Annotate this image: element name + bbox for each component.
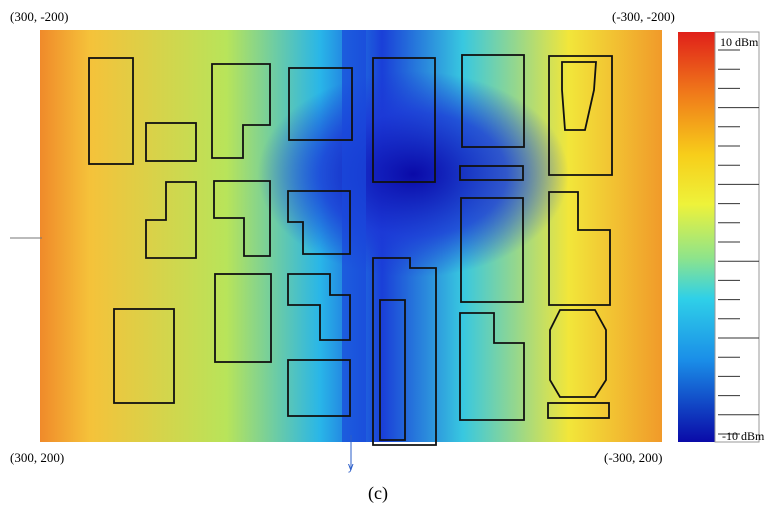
building xyxy=(287,359,351,417)
building xyxy=(287,190,351,255)
building xyxy=(461,54,525,148)
colorbar xyxy=(678,31,760,443)
building xyxy=(459,165,524,181)
heat-map xyxy=(40,30,662,442)
colorbar-frame xyxy=(714,31,760,443)
building xyxy=(460,197,524,303)
building xyxy=(379,299,406,441)
building xyxy=(548,191,611,306)
corner-label: (300, -200) xyxy=(10,9,69,24)
corner-label: (300, 200) xyxy=(10,450,64,465)
building xyxy=(113,308,175,404)
building xyxy=(145,122,197,162)
building xyxy=(88,57,134,165)
axis-label: y xyxy=(348,461,354,473)
building xyxy=(459,312,525,421)
building xyxy=(288,67,353,141)
building xyxy=(211,63,271,159)
corner-label: (-300, 200) xyxy=(604,450,663,465)
building xyxy=(372,57,436,183)
building xyxy=(547,402,610,419)
colorbar-scale xyxy=(678,32,715,442)
building xyxy=(561,61,597,131)
building xyxy=(372,257,437,446)
caption: (c) xyxy=(368,483,388,504)
corner-label: (-300, -200) xyxy=(612,9,675,24)
buildings xyxy=(88,54,613,446)
building xyxy=(213,180,271,257)
street xyxy=(342,30,366,442)
building xyxy=(548,55,613,176)
building xyxy=(214,273,272,363)
colorbar-max-label: 10 dBm xyxy=(720,35,759,49)
building xyxy=(287,273,351,341)
building xyxy=(549,309,607,398)
colorbar-min-label: -10 dBm xyxy=(722,429,765,443)
building xyxy=(145,181,197,259)
